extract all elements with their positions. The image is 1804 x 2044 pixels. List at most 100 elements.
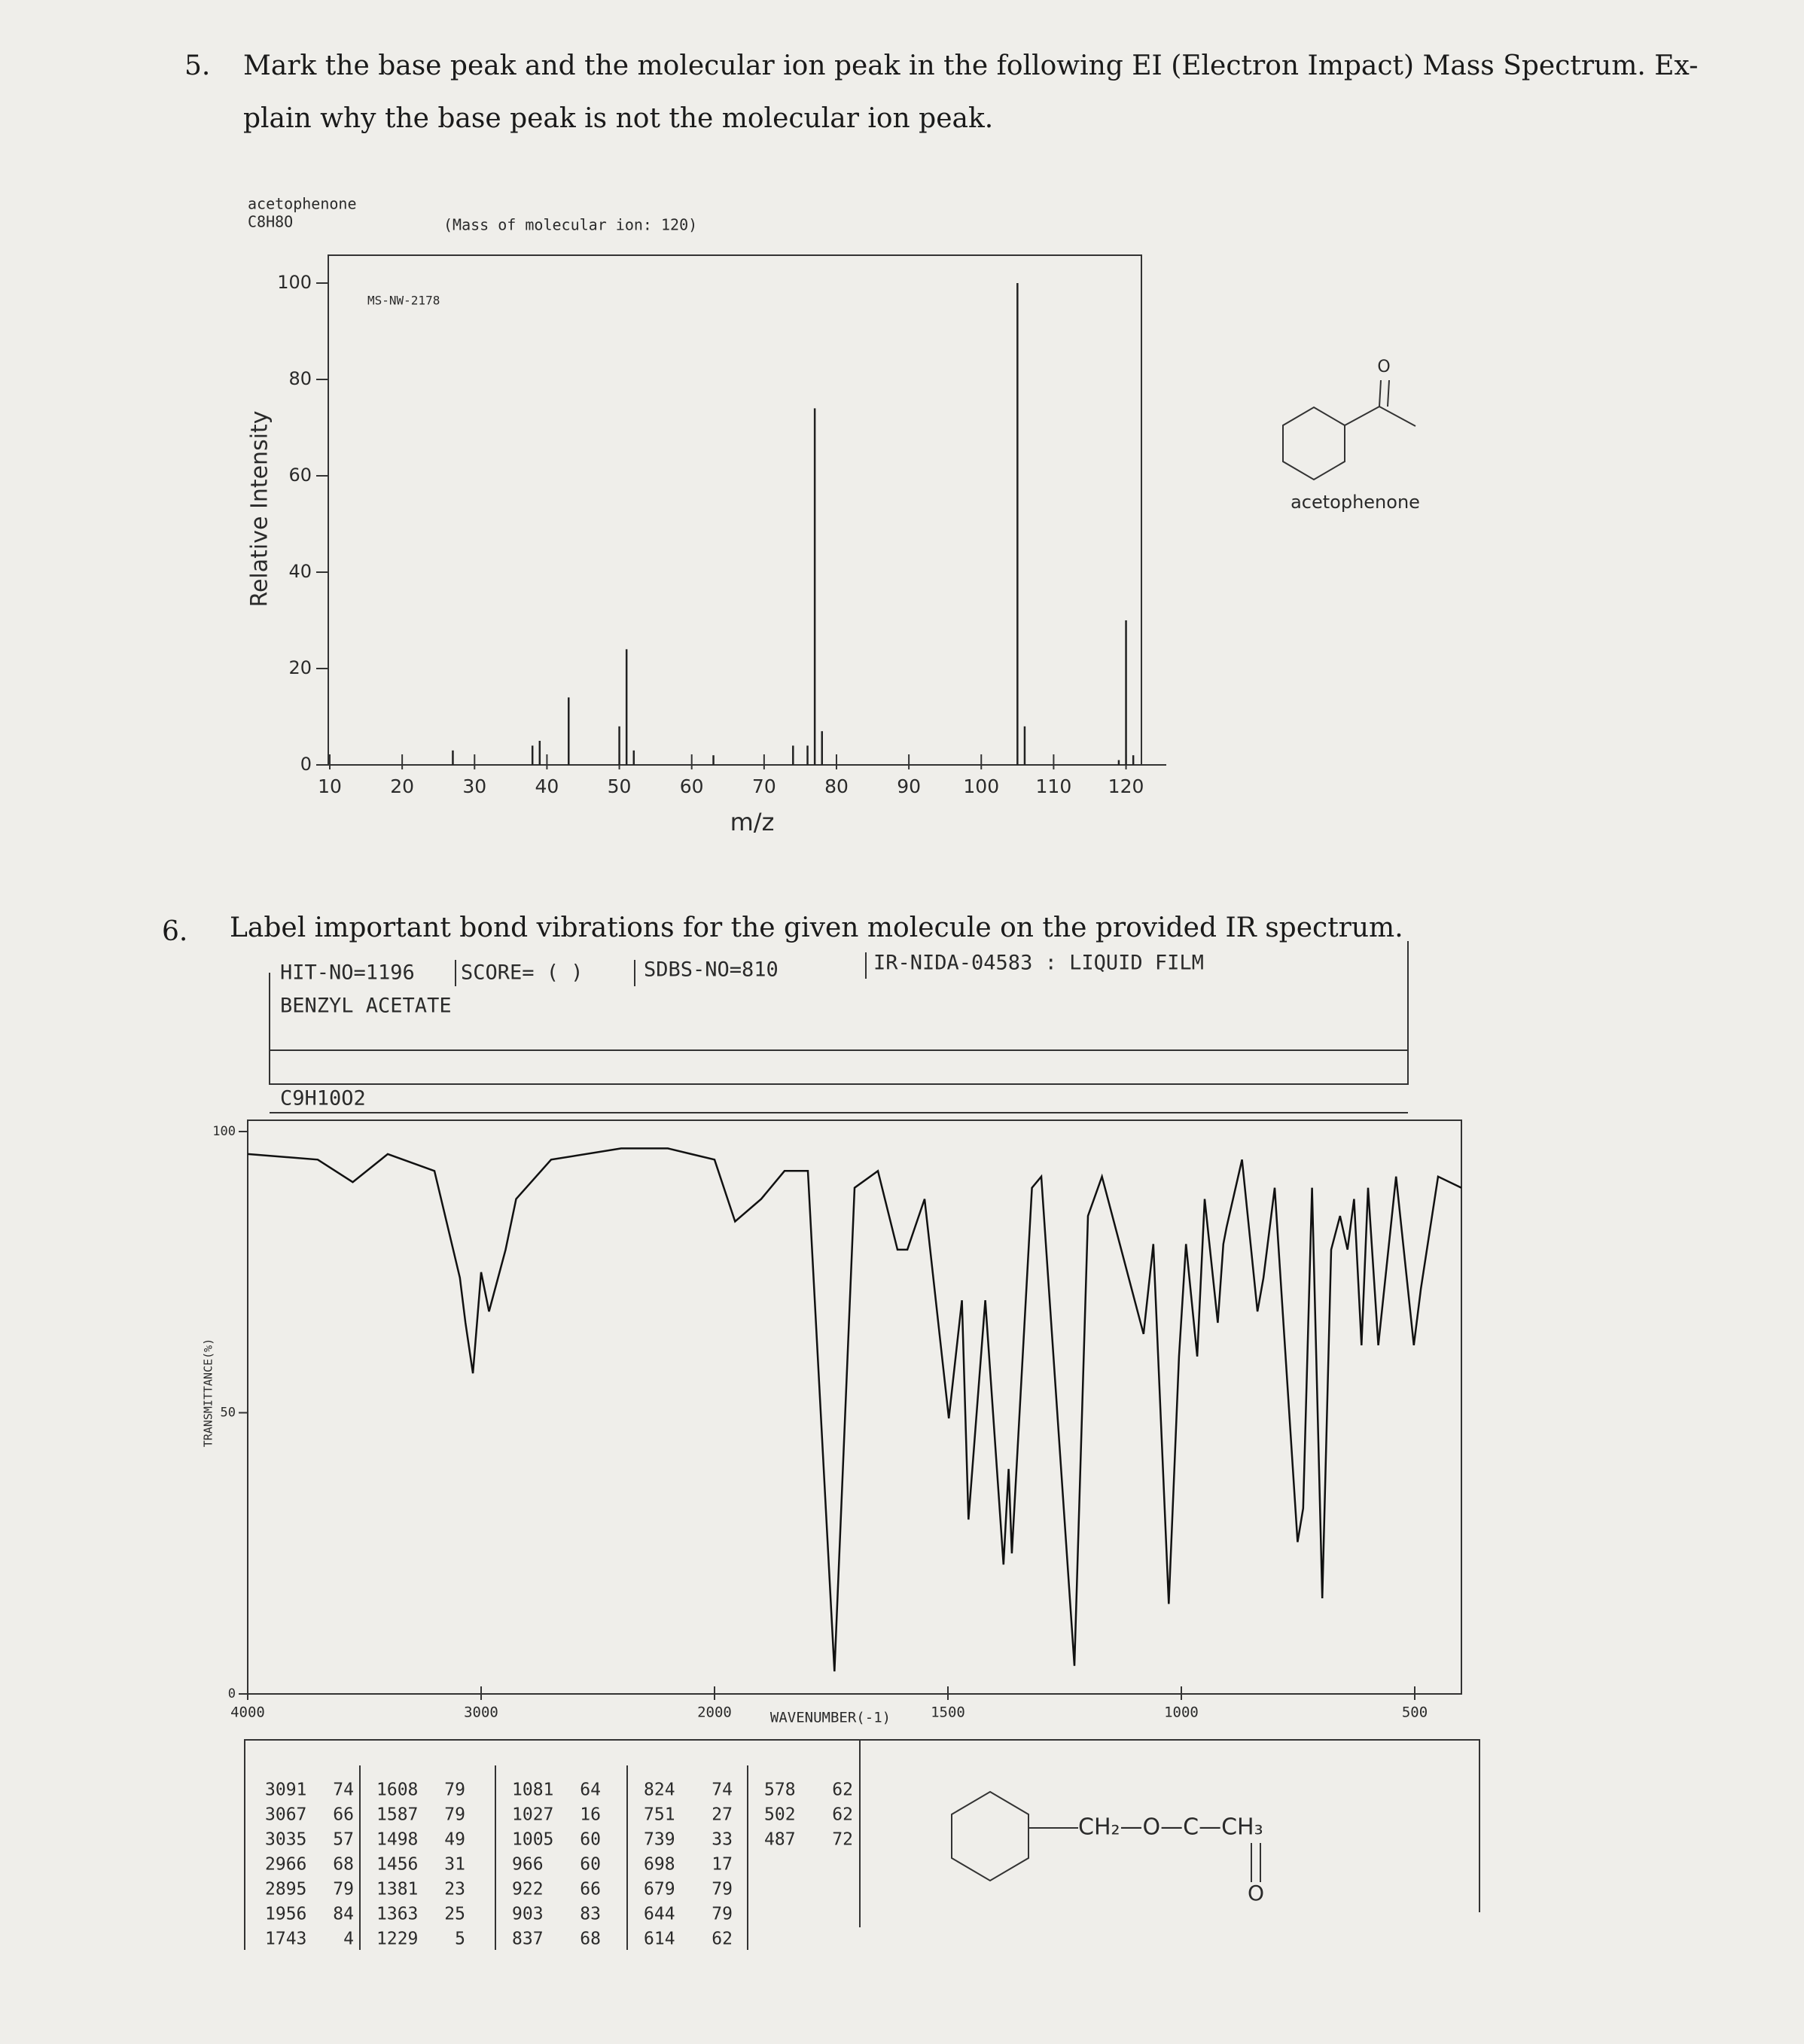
transmittance: 23 xyxy=(444,1880,465,1899)
x-tick-label: 1000 xyxy=(1164,1704,1199,1721)
wavenumber: 578 xyxy=(764,1781,796,1800)
atom-label: O xyxy=(1248,1881,1264,1905)
transmittance: 49 xyxy=(444,1830,465,1850)
ir-header: HIT-NO=1196 SCORE= ( ) SDBS-NO=810 IR-NI… xyxy=(269,941,1409,1113)
transmittance: 62 xyxy=(832,1805,853,1825)
wavenumber: 3035 xyxy=(265,1830,306,1850)
transmittance: 79 xyxy=(444,1805,465,1825)
question-text: Label important bond vibrations for the … xyxy=(230,912,1403,943)
transmittance: 74 xyxy=(333,1781,354,1800)
acetophenone-structure: O acetophenone xyxy=(1282,358,1420,513)
x-tick-label: 4000 xyxy=(230,1704,265,1721)
transmittance: 25 xyxy=(444,1905,465,1924)
wavenumber: 824 xyxy=(644,1781,675,1800)
x-tick-label: 60 xyxy=(680,775,704,797)
transmittance: 5 xyxy=(455,1930,465,1949)
wavenumber: 1608 xyxy=(376,1781,418,1800)
x-axis-label: WAVENUMBER(-1) xyxy=(770,1710,891,1726)
y-tick-label: 80 xyxy=(288,368,312,389)
x-tick-label: 2000 xyxy=(697,1704,732,1721)
x-tick-label: 30 xyxy=(462,775,486,797)
atom-label: O xyxy=(1377,358,1390,376)
x-tick-label: 500 xyxy=(1402,1704,1428,1721)
wavenumber: 1743 xyxy=(265,1930,306,1949)
question-text: Mark the base peak and the molecular ion… xyxy=(243,50,1698,81)
y-tick-label: 20 xyxy=(288,657,312,678)
table-box xyxy=(244,1739,1480,1950)
bond xyxy=(1387,379,1390,407)
x-tick-label: 3000 xyxy=(464,1704,498,1721)
ring xyxy=(951,1790,1029,1882)
transmittance: 27 xyxy=(712,1805,733,1825)
wavenumber: 751 xyxy=(644,1805,675,1825)
formula: C9H10O2 xyxy=(280,1087,366,1110)
transmittance: 83 xyxy=(580,1905,601,1924)
wavenumber: 2966 xyxy=(265,1855,306,1875)
structure-label: acetophenone xyxy=(1291,492,1420,513)
x-tick-label: 120 xyxy=(1108,775,1144,797)
question-number: 6. xyxy=(162,916,187,947)
compound-name: acetophenone xyxy=(248,195,357,213)
method: IR-NIDA-04583 : LIQUID FILM xyxy=(873,952,1204,975)
wavenumber: 3067 xyxy=(265,1805,306,1825)
question-number: 5. xyxy=(184,50,210,81)
transmittance: 64 xyxy=(580,1781,601,1800)
wavenumber: 1005 xyxy=(512,1830,553,1850)
wavenumber: 2895 xyxy=(265,1880,306,1899)
transmittance: 68 xyxy=(333,1855,354,1875)
wavenumber: 739 xyxy=(644,1830,675,1850)
transmittance: 79 xyxy=(712,1880,733,1899)
score: SCORE= ( ) xyxy=(461,961,584,985)
spectrum-line xyxy=(247,1147,1462,1672)
transmittance: 16 xyxy=(580,1805,601,1825)
bond xyxy=(1379,379,1382,407)
transmittance: 84 xyxy=(333,1905,354,1924)
wavenumber: 3091 xyxy=(265,1781,306,1800)
transmittance: 60 xyxy=(580,1855,601,1875)
wavenumber: 698 xyxy=(644,1855,675,1875)
transmittance: 62 xyxy=(712,1930,733,1949)
wavenumber: 903 xyxy=(512,1905,544,1924)
transmittance: 17 xyxy=(712,1855,733,1875)
wavenumber: 1027 xyxy=(512,1805,553,1825)
x-tick-label: 40 xyxy=(535,775,559,797)
transmittance: 72 xyxy=(832,1830,853,1850)
y-tick-label: 100 xyxy=(212,1124,236,1139)
plot-frame xyxy=(247,1119,1462,1695)
x-axis-label: m/z xyxy=(730,808,775,836)
y-tick-label: 40 xyxy=(288,561,312,582)
transmittance: 79 xyxy=(333,1880,354,1899)
x-tick-label: 110 xyxy=(1036,775,1072,797)
y-tick-label: 60 xyxy=(288,465,312,486)
wavenumber: 1956 xyxy=(265,1905,306,1924)
wavenumber: 922 xyxy=(512,1880,544,1899)
wavenumber: 644 xyxy=(644,1905,675,1924)
wavenumber: 1081 xyxy=(512,1781,553,1800)
wavenumber: 1363 xyxy=(376,1905,418,1924)
transmittance: 57 xyxy=(333,1830,354,1850)
x-tick-label: 80 xyxy=(824,775,849,797)
compound-name: BENZYL ACETATE xyxy=(280,995,452,1018)
y-axis-label: TRANSMITTANCE(%) xyxy=(202,1339,215,1448)
y-tick-label: 100 xyxy=(277,272,312,293)
spectrum-code: MS-NW-2178 xyxy=(367,294,440,308)
hit-number: HIT-NO=1196 xyxy=(280,961,415,985)
chain-label: CH₂—O—C—CH₃ xyxy=(1078,1814,1263,1841)
transmittance: 31 xyxy=(444,1855,465,1875)
transmittance: 62 xyxy=(832,1781,853,1800)
wavenumber: 679 xyxy=(644,1880,675,1899)
transmittance: 4 xyxy=(343,1930,354,1949)
transmittance: 79 xyxy=(444,1781,465,1800)
transmittance: 33 xyxy=(712,1830,733,1850)
x-tick-label: 1500 xyxy=(931,1704,965,1721)
sdbs-number: SDBS-NO=810 xyxy=(644,958,779,982)
y-tick-label: 50 xyxy=(221,1406,236,1421)
wavenumber: 1229 xyxy=(376,1930,418,1949)
wavenumber: 614 xyxy=(644,1930,675,1949)
question-text: plain why the base peak is not the molec… xyxy=(243,103,993,134)
transmittance: 68 xyxy=(580,1930,601,1949)
x-tick-label: 100 xyxy=(963,775,999,797)
